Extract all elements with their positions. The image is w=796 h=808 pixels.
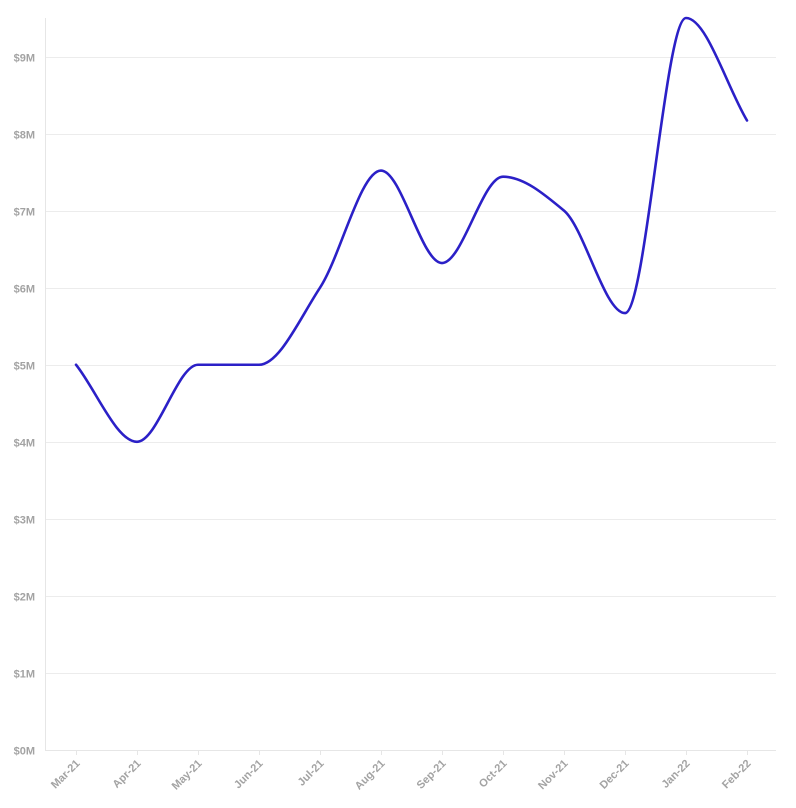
x-tick-label: Nov-21: [536, 758, 570, 792]
x-tick-label: Aug-21: [353, 758, 388, 793]
y-tick-label: $7M: [14, 207, 35, 219]
y-tick-label: $4M: [14, 438, 35, 450]
series-line: [74, 16, 749, 444]
y-tick-label: $8M: [14, 130, 35, 142]
x-tick-label: Dec-21: [598, 758, 632, 792]
x-tick-label: Sep-21: [415, 758, 449, 792]
series-layer: [74, 16, 749, 444]
x-tick-label: Feb-22: [720, 758, 754, 792]
y-tick-label: $0M: [14, 746, 35, 758]
y-axis-ticks: $0M $1M $2M $3M $4M $5M $6M $7M $8M $9M: [14, 53, 35, 758]
y-tick-label: $1M: [14, 669, 35, 681]
y-tick-label: $3M: [14, 515, 35, 527]
x-tick-label: Jun-21: [232, 758, 266, 792]
x-tick-label: Jul-21: [296, 758, 327, 789]
x-tick-label: Oct-21: [477, 758, 510, 791]
y-tick-label: $2M: [14, 592, 35, 604]
y-tick-label: $6M: [14, 284, 35, 296]
x-axis-ticks: Mar-21 Apr-21 May-21 Jun-21 Jul-21 Aug-21 Sep-…: [49, 750, 754, 792]
x-tick-label: May-21: [170, 758, 205, 793]
x-tick-label: Mar-21: [49, 758, 83, 792]
y-tick-label: $5M: [14, 361, 35, 373]
x-tick-label: Jan-22: [659, 758, 692, 791]
axis-layer: [45, 18, 776, 751]
y-tick-label: $9M: [14, 53, 35, 65]
grid-layer: [45, 57, 776, 674]
x-tick-label: Apr-21: [110, 758, 143, 791]
